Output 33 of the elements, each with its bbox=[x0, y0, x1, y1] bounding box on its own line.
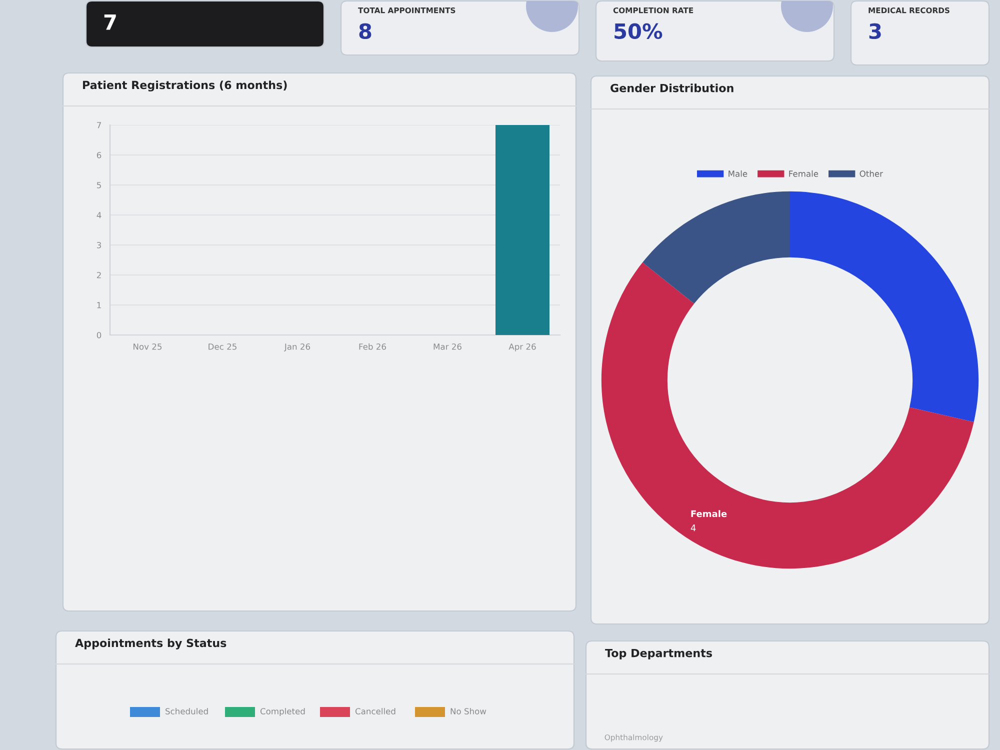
x-tick-label: Jan 26 bbox=[284, 343, 310, 352]
y-tick-label: 3 bbox=[97, 242, 101, 248]
donut-slice bbox=[601, 262, 974, 569]
x-tick-label: Nov 25 bbox=[134, 343, 162, 350]
donut-slice bbox=[790, 191, 979, 422]
text: 3 bbox=[869, 23, 881, 40]
legend-label: Other bbox=[860, 170, 884, 177]
text: 50% bbox=[614, 23, 662, 40]
slice-label: Female bbox=[691, 510, 727, 518]
text: Appointments by Status bbox=[75, 638, 226, 650]
chart-title: Gender Distribution bbox=[610, 84, 734, 92]
data-label: 4 bbox=[690, 524, 696, 532]
category-label: Completed bbox=[260, 708, 305, 716]
x-tick-label: Apr 26 bbox=[508, 343, 536, 352]
x-tick-label: Dec 25 bbox=[208, 343, 236, 350]
y-tick-label: 5 bbox=[97, 182, 101, 188]
y-tick-label: 4 bbox=[96, 212, 102, 218]
text: 8 bbox=[359, 23, 372, 40]
y-tick-label: 1 bbox=[97, 302, 101, 308]
category-label: Cancelled bbox=[355, 708, 396, 714]
y-tick-label: 6 bbox=[96, 152, 102, 158]
legend-label: Male bbox=[728, 170, 748, 177]
text: Top Departments bbox=[605, 648, 712, 660]
category-label: No Show bbox=[450, 708, 486, 714]
x-tick-label: Mar 26 bbox=[434, 343, 462, 350]
x-tick-label: Feb 26 bbox=[359, 343, 386, 350]
y-tick-label: 7 bbox=[97, 122, 101, 128]
donut-slice bbox=[642, 191, 790, 304]
y-tick-label: 2 bbox=[96, 272, 101, 278]
category-label: Scheduled bbox=[166, 708, 208, 714]
legend-label: Female bbox=[789, 170, 818, 177]
y-tick-label: 0 bbox=[96, 332, 102, 338]
chart-title: Patient Registrations (6 months) bbox=[83, 80, 287, 92]
